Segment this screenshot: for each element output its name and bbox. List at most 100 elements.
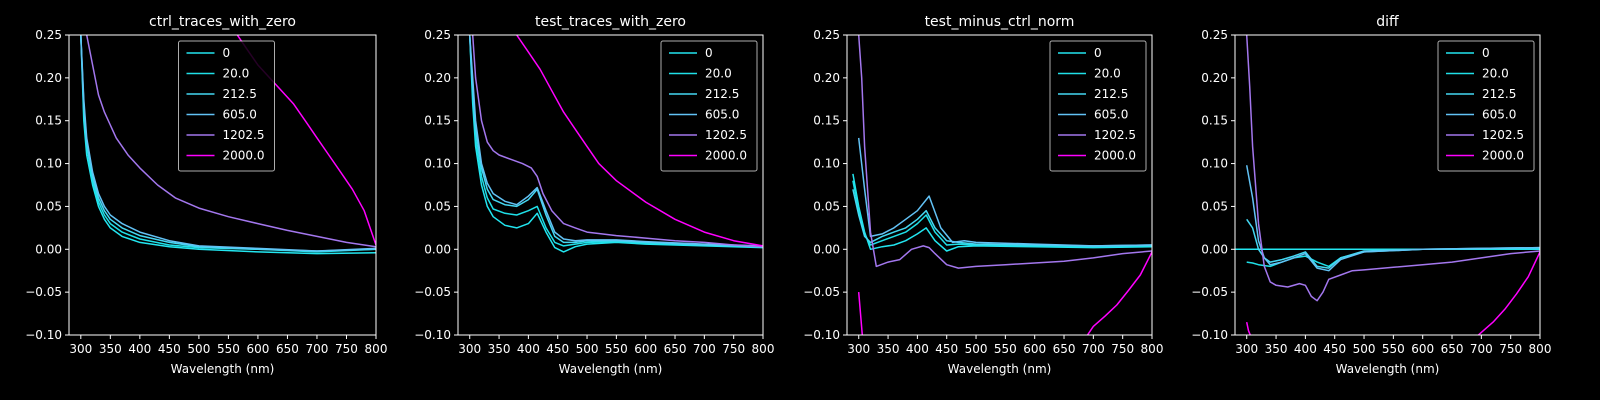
x-tick-label: 650 [1441,342,1464,356]
legend-label: 212.5 [223,87,257,101]
x-tick-label: 700 [693,342,716,356]
y-tick-label: −0.05 [25,285,62,299]
series-line-3 [857,137,1152,247]
series-line-0 [852,173,1152,252]
y-tick-label: 0.20 [424,71,451,85]
series-line-5 [857,292,864,335]
y-tick-label: 0.25 [35,28,62,42]
series-line-5 [1245,321,1251,335]
chart-title: diff [1376,14,1399,30]
legend-label: 1202.5 [1094,128,1136,142]
legend-label: 605.0 [223,108,257,122]
legend-label: 605.0 [705,108,739,122]
series-line-5 [516,35,763,247]
series-line-6 [1477,251,1540,335]
legend-label: 212.5 [1482,87,1516,101]
legend-label: 2000.0 [705,149,747,163]
legend-label: 0 [223,46,231,60]
x-tick-label: 300 [69,342,92,356]
series-line-0 [468,35,763,253]
legend-label: 212.5 [1094,87,1128,101]
x-tick-label: 500 [965,342,988,356]
x-tick-label: 350 [99,342,122,356]
x-tick-label: 550 [994,342,1017,356]
axes-frame [457,34,764,336]
y-tick-label: 0.15 [813,114,840,128]
x-tick-label: 700 [1470,342,1493,356]
legend-label: 2000.0 [223,149,265,163]
y-tick-label: 0.15 [1201,114,1228,128]
x-tick-label: 500 [1353,342,1376,356]
x-tick-label: 550 [217,342,240,356]
y-tick-label: 0.05 [35,199,62,213]
x-tick-label: 450 [935,342,958,356]
y-tick-label: 0.20 [813,71,840,85]
y-tick-label: −0.05 [803,285,840,299]
legend-label: 0 [705,46,713,60]
y-tick-label: −0.05 [1191,285,1228,299]
series-line-3 [80,35,376,252]
y-tick-label: −0.10 [25,328,62,342]
x-tick-label: 350 [488,342,511,356]
x-tick-label: 550 [1382,342,1405,356]
x-tick-label: 400 [517,342,540,356]
x-tick-label: 300 [847,342,870,356]
series-line-0 [80,35,376,255]
x-tick-label: 450 [546,342,569,356]
axes-frame [68,34,377,336]
y-tick-label: 0.00 [1201,242,1228,256]
x-tick-label: 350 [877,342,900,356]
y-tick-label: −0.10 [803,328,840,342]
series-line-4 [471,35,763,248]
chart-panel-2: 300 350 400 450 500 550 600 650 700 750 800 −0.10 −0… [414,14,774,376]
y-tick-label: −0.05 [414,285,451,299]
y-tick-label: 0.00 [813,242,840,256]
legend-label: 2000.0 [1094,149,1136,163]
axes-frame [846,34,1153,336]
x-axis-label: Wavelength (nm) [559,362,663,376]
y-tick-label: 0.10 [424,157,451,171]
y-tick-label: 0.00 [35,242,62,256]
legend: 0 20.0 212.5 605.0 1202.5 2000.0 [1049,40,1147,172]
chart-panel-1: 300 350 400 450 500 550 600 650 700 750 800 −0.10 −0… [25,14,387,376]
x-tick-label: 500 [576,342,599,356]
x-tick-label: 400 [906,342,929,356]
y-tick-label: 0.15 [35,114,62,128]
legend-label: 0 [1094,46,1102,60]
y-tick-label: 0.00 [424,242,451,256]
plot-area [852,35,1152,335]
series-line-1 [852,180,1152,248]
x-tick-label: 800 [752,342,775,356]
axes-frame [1234,34,1541,336]
x-tick-label: 600 [1411,342,1434,356]
y-tick-label: 0.25 [424,28,451,42]
x-tick-label: 400 [1294,342,1317,356]
legend-label: 20.0 [1482,67,1509,81]
y-tick-label: 0.10 [1201,157,1228,171]
x-tick-label: 600 [1023,342,1046,356]
plot-area [468,35,763,253]
x-tick-label: 700 [1082,342,1105,356]
legend-label: 1202.5 [223,128,265,142]
series-line-4 [85,35,376,248]
y-tick-label: 0.25 [813,28,840,42]
x-tick-label: 800 [1141,342,1164,356]
series-line-4 [1245,35,1540,302]
legend-label: 1202.5 [1482,128,1524,142]
plot-area [1235,35,1540,335]
x-tick-label: 650 [276,342,299,356]
x-tick-label: 400 [128,342,151,356]
legend: 0 20.0 212.5 605.0 1202.5 2000.0 [660,40,758,172]
x-tick-label: 650 [1053,342,1076,356]
x-tick-label: 600 [246,342,269,356]
x-tick-label: 500 [187,342,210,356]
chart-title: test_traces_with_zero [535,14,686,30]
x-tick-label: 650 [664,342,687,356]
series-line-1 [468,35,763,248]
y-tick-label: 0.05 [1201,199,1228,213]
x-tick-label: 750 [1499,342,1522,356]
series-line-2 [852,189,1152,247]
legend-label: 20.0 [223,67,250,81]
y-tick-label: 0.05 [813,199,840,213]
legend-label: 605.0 [1094,108,1128,122]
